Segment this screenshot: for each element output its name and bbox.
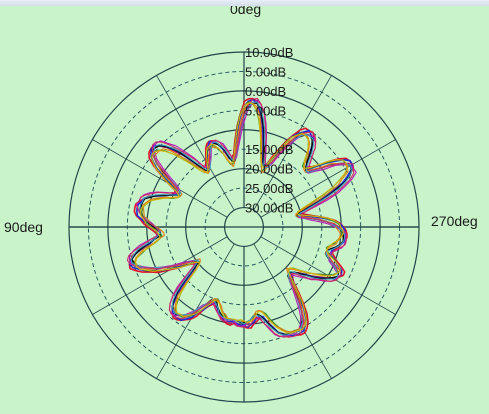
polar-labels: 10.00dB 5.00dB 0.00dB 5.00dB 15.00dB 20.00dB 2… [4,6,478,235]
angle-label: 0deg [230,6,261,17]
ring-label: 25.00dB [245,181,293,196]
ring-label: 15.00dB [245,142,293,157]
ring-label: 10.00dB [245,45,293,60]
ring-label: 30.00dB [245,201,293,216]
grid-spoke [92,139,228,218]
series-line [126,98,355,338]
polar-plot-area: 10.00dB 5.00dB 0.00dB 5.00dB 15.00dB 20.00dB 2… [0,6,489,414]
grid-spoke [156,75,235,211]
series-line [128,99,357,338]
grid-spoke [260,139,396,218]
ring-label: 5.00dB [245,64,286,79]
series-line [134,102,349,334]
grid-spoke [92,236,228,315]
angle-label: 90deg [4,219,43,235]
grid-spoke [253,243,332,379]
angle-label: 270deg [431,213,478,229]
pattern-traces [126,97,357,338]
ring-label: 5.00dB [245,103,286,118]
ring-label: 20.00dB [245,162,293,177]
ring-label: 0.00dB [245,84,286,99]
window-top-strip [0,0,489,6]
polar-chart: 10.00dB 5.00dB 0.00dB 5.00dB 15.00dB 20.00dB 2… [4,6,478,403]
